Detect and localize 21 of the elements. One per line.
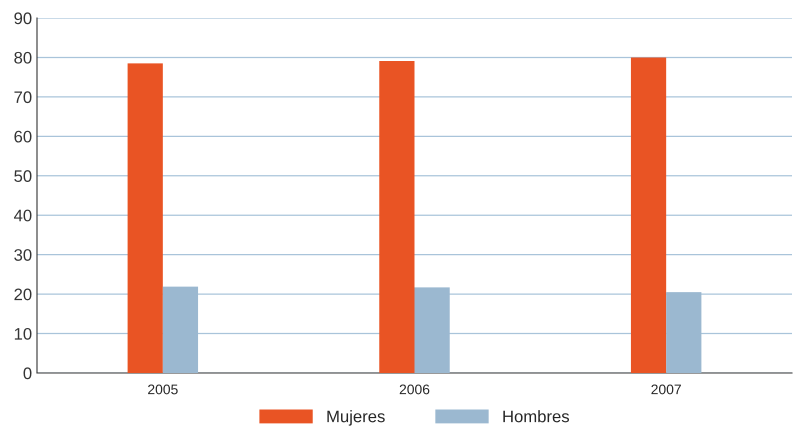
legend-label: Hombres (503, 410, 570, 422)
bar (162, 286, 198, 373)
bar (414, 287, 450, 373)
x-tick-label: 2007 (651, 384, 681, 394)
y-tick-label: 80 (14, 52, 32, 64)
y-tick-label: 0 (24, 367, 32, 380)
y-tick-label: 50 (14, 170, 32, 182)
y-tick-label: 20 (14, 288, 32, 300)
y-tick-label: 90 (14, 12, 32, 24)
bar (666, 292, 702, 373)
legend-label: Mujeres (327, 410, 385, 426)
bar (630, 57, 666, 373)
bar (379, 60, 414, 373)
y-tick-label: 60 (14, 130, 32, 143)
y-tick-label: 30 (14, 249, 32, 261)
x-tick-label: 2005 (148, 384, 178, 394)
y-tick-label: 40 (14, 210, 32, 222)
y-tick-label: 70 (14, 91, 32, 104)
y-tick-label: 10 (14, 328, 32, 340)
x-tick-label: 2006 (400, 384, 430, 394)
bar (128, 63, 163, 373)
